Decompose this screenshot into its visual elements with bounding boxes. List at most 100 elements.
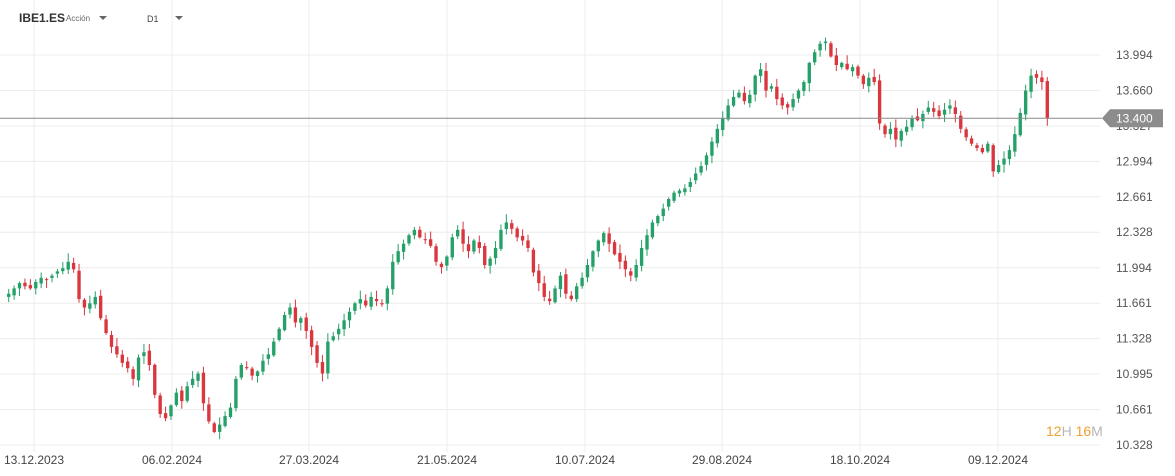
candle-up	[737, 89, 741, 99]
candle-up	[699, 161, 703, 176]
candle-up	[753, 74, 757, 102]
candle-down	[780, 93, 784, 110]
candle-up	[656, 214, 660, 227]
y-tick-label: 12.328	[1116, 225, 1153, 239]
candle-up	[1007, 145, 1012, 165]
candle-down	[158, 392, 162, 418]
candle-up	[840, 61, 844, 70]
candle-countdown: 12H 16M	[1046, 423, 1103, 439]
candle-down	[315, 341, 319, 368]
candle-up	[791, 93, 795, 111]
candle-up	[34, 279, 38, 295]
candle-up	[396, 243, 400, 265]
candle-down	[894, 119, 898, 148]
candle-up	[1002, 151, 1006, 173]
candle-up	[996, 160, 1001, 174]
candle-down	[872, 68, 876, 86]
y-tick-label: 11.994	[1116, 261, 1152, 275]
candle-down	[975, 142, 979, 152]
y-tick-label: 11.328	[1116, 332, 1152, 346]
candle-up	[710, 137, 714, 164]
candle-down	[77, 263, 81, 303]
candle-up	[942, 103, 947, 123]
x-axis-ticks: 13.12.2023 06.02.2024 27.03.2024 21.05.2024…	[4, 453, 1028, 467]
candle-down	[618, 244, 622, 270]
candle-down	[537, 263, 541, 292]
candle-up	[7, 289, 11, 303]
candle-down	[201, 366, 206, 411]
candle-down	[120, 349, 124, 368]
candle-down	[980, 144, 985, 155]
candle-down	[147, 344, 152, 371]
candle-down	[542, 275, 546, 302]
candle-up	[239, 362, 243, 380]
candle-up	[948, 99, 952, 115]
candle-up	[758, 62, 763, 83]
candle-down	[293, 299, 298, 328]
candle-up	[904, 119, 909, 136]
candle-up	[591, 250, 595, 272]
candle-up	[385, 285, 390, 311]
candles	[7, 37, 1049, 440]
candle-up	[807, 61, 811, 92]
candle-down	[607, 227, 611, 252]
x-tick-label: 21.05.2024	[417, 453, 477, 467]
candle-down	[82, 298, 87, 316]
candle-up	[677, 188, 682, 197]
candle-up	[802, 80, 806, 96]
candle-up	[602, 231, 606, 246]
grid-lines	[0, 0, 1100, 452]
candle-up	[196, 371, 200, 388]
candle-up	[661, 203, 665, 222]
symbol-chevron-down-icon[interactable]	[99, 16, 107, 20]
candle-up	[910, 115, 914, 131]
candle-up	[666, 197, 671, 211]
x-tick-label: 18.10.2024	[830, 453, 890, 467]
interval-chevron-down-icon[interactable]	[175, 16, 183, 20]
candle-down	[153, 363, 157, 399]
symbol-label[interactable]: IBE1.ES	[19, 11, 66, 25]
candle-up	[185, 381, 189, 403]
candle-up	[688, 177, 692, 192]
candle-up	[66, 253, 70, 274]
candle-up	[142, 343, 146, 364]
candle-down	[510, 219, 514, 235]
candle-up	[645, 229, 649, 256]
y-tick-label: 12.994	[1116, 154, 1153, 168]
candle-up	[272, 337, 276, 357]
candle-down	[364, 294, 368, 308]
candle-up	[1029, 68, 1033, 99]
candle-down	[612, 239, 617, 256]
interval-selector[interactable]: D1	[147, 14, 159, 24]
candle-down	[785, 101, 790, 115]
candle-up	[288, 303, 292, 319]
candle-up	[704, 152, 709, 171]
candle-up	[217, 417, 222, 440]
y-tick-label: 12.661	[1116, 190, 1153, 204]
candle-up	[715, 124, 720, 148]
x-tick-label: 10.07.2024	[555, 453, 615, 467]
y-tick-label: 10.661	[1116, 403, 1153, 417]
candle-down	[466, 236, 471, 259]
candle-down	[883, 123, 887, 138]
candle-up	[331, 331, 335, 342]
candle-down	[374, 290, 379, 307]
candle-down	[483, 242, 487, 269]
candle-up	[228, 402, 233, 419]
candle-up	[634, 259, 638, 282]
candle-up	[136, 354, 141, 388]
candle-up	[391, 253, 395, 295]
x-tick-label: 09.12.2024	[968, 453, 1028, 467]
candle-up	[456, 225, 460, 240]
candle-down	[439, 261, 444, 274]
y-tick-label: 10.995	[1116, 367, 1153, 381]
countdown-hours-unit: H	[1061, 423, 1072, 439]
candle-down	[915, 108, 920, 122]
candle-down	[515, 226, 519, 242]
candle-up	[299, 316, 303, 331]
candle-up	[61, 262, 65, 275]
candle-down	[461, 221, 465, 252]
candle-up	[266, 347, 271, 365]
countdown-minutes-unit: M	[1091, 423, 1103, 439]
